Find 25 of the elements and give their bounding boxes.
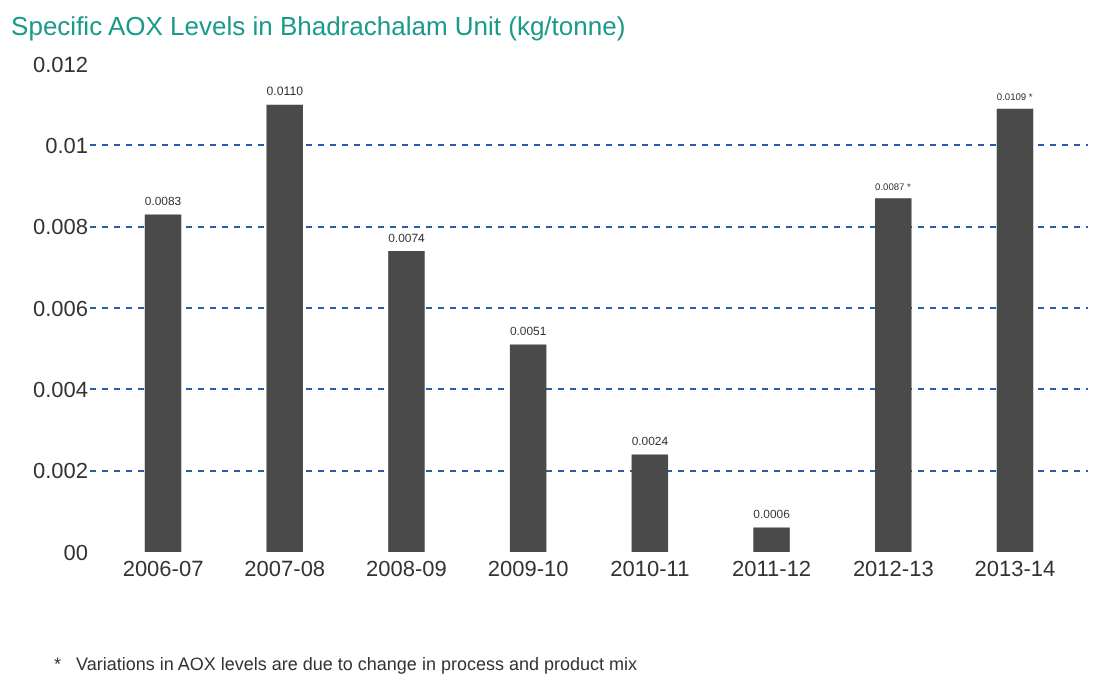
y-tick-label: 0.01 xyxy=(45,135,88,160)
y-tick-label: 0.006 xyxy=(32,297,88,322)
bar xyxy=(144,214,182,552)
x-tick-label: 2013-14 xyxy=(974,558,1056,582)
bar xyxy=(631,454,669,552)
bar xyxy=(996,108,1034,552)
bar xyxy=(266,104,303,552)
x-tick-label: 2009-10 xyxy=(487,558,569,582)
y-tick-label: 0.012 xyxy=(32,53,88,78)
x-tick-label: 2010-11 xyxy=(610,558,690,582)
bar xyxy=(753,527,790,552)
x-tick-label: 2011-12 xyxy=(732,558,812,582)
bar xyxy=(875,198,912,552)
bar xyxy=(509,344,547,552)
x-tick-label: 2008-09 xyxy=(366,558,447,582)
y-tick-label: 00 xyxy=(63,541,88,566)
y-tick-label: 0.004 xyxy=(32,379,88,404)
bar xyxy=(388,251,425,552)
y-tick-label: 0.008 xyxy=(32,216,88,241)
text: * Variations in AOX levels are due to change in process and product mix xyxy=(54,654,638,674)
x-tick-label: 2006-07 xyxy=(122,558,204,582)
y-tick-label: 0.002 xyxy=(32,460,88,485)
x-tick-label: 2007-08 xyxy=(244,558,326,582)
chart-title: Specific AOX Levels in Bhadrachalam Unit (kg/tonne) xyxy=(11,11,626,42)
x-tick-label: 2012-13 xyxy=(852,558,934,582)
